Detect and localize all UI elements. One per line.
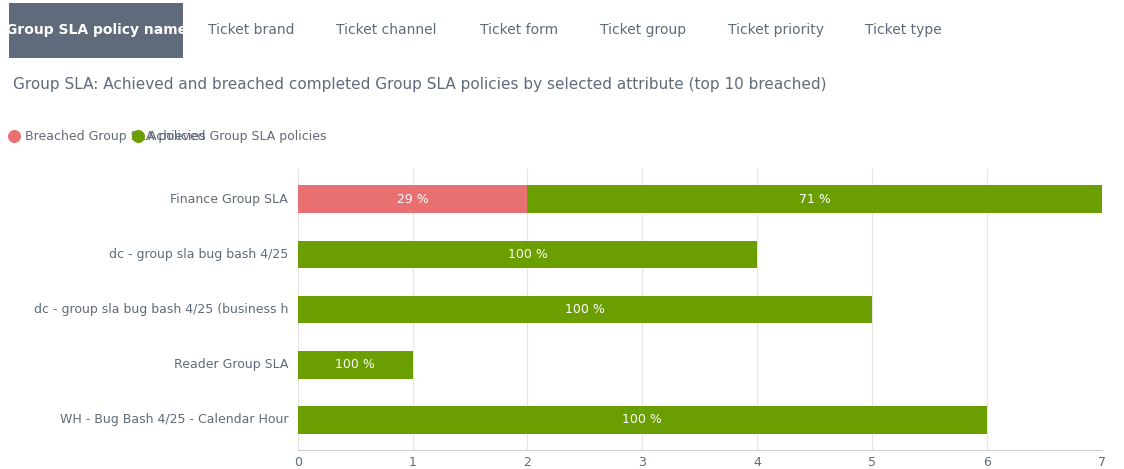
Bar <box>298 296 872 323</box>
Text: Ticket group: Ticket group <box>600 23 687 38</box>
Text: Breached Group SLA policies: Breached Group SLA policies <box>25 129 206 143</box>
Text: Achieved Group SLA policies: Achieved Group SLA policies <box>148 129 327 143</box>
Text: Finance Group SLA: Finance Group SLA <box>171 193 288 206</box>
Text: Ticket form: Ticket form <box>480 23 559 38</box>
Bar <box>527 185 1102 213</box>
Text: 100 %: 100 % <box>623 413 662 426</box>
Bar <box>298 185 527 213</box>
Bar <box>298 351 413 378</box>
Text: Ticket brand: Ticket brand <box>208 23 294 38</box>
Bar <box>298 406 987 434</box>
Text: Ticket type: Ticket type <box>864 23 942 38</box>
Point <box>129 132 146 140</box>
Text: dc - group sla bug bash 4/25 (business h: dc - group sla bug bash 4/25 (business h <box>34 303 288 316</box>
Text: 71 %: 71 % <box>798 193 831 206</box>
Text: 29 %: 29 % <box>397 193 428 206</box>
FancyBboxPatch shape <box>9 3 183 58</box>
Text: 100 %: 100 % <box>565 303 605 316</box>
Bar <box>298 241 758 268</box>
Point <box>6 132 22 140</box>
Text: dc - group sla bug bash 4/25: dc - group sla bug bash 4/25 <box>109 248 288 261</box>
Text: Ticket channel: Ticket channel <box>336 23 437 38</box>
Text: Ticket priority: Ticket priority <box>728 23 824 38</box>
Text: 100 %: 100 % <box>335 358 375 371</box>
Text: WH - Bug Bash 4/25 - Calendar Hour: WH - Bug Bash 4/25 - Calendar Hour <box>60 413 288 426</box>
Text: Reader Group SLA: Reader Group SLA <box>174 358 288 371</box>
Text: Group SLA policy name: Group SLA policy name <box>6 23 187 38</box>
Text: 100 %: 100 % <box>508 248 547 261</box>
Text: Group SLA: Achieved and breached completed Group SLA policies by selected attrib: Group SLA: Achieved and breached complet… <box>13 77 827 91</box>
